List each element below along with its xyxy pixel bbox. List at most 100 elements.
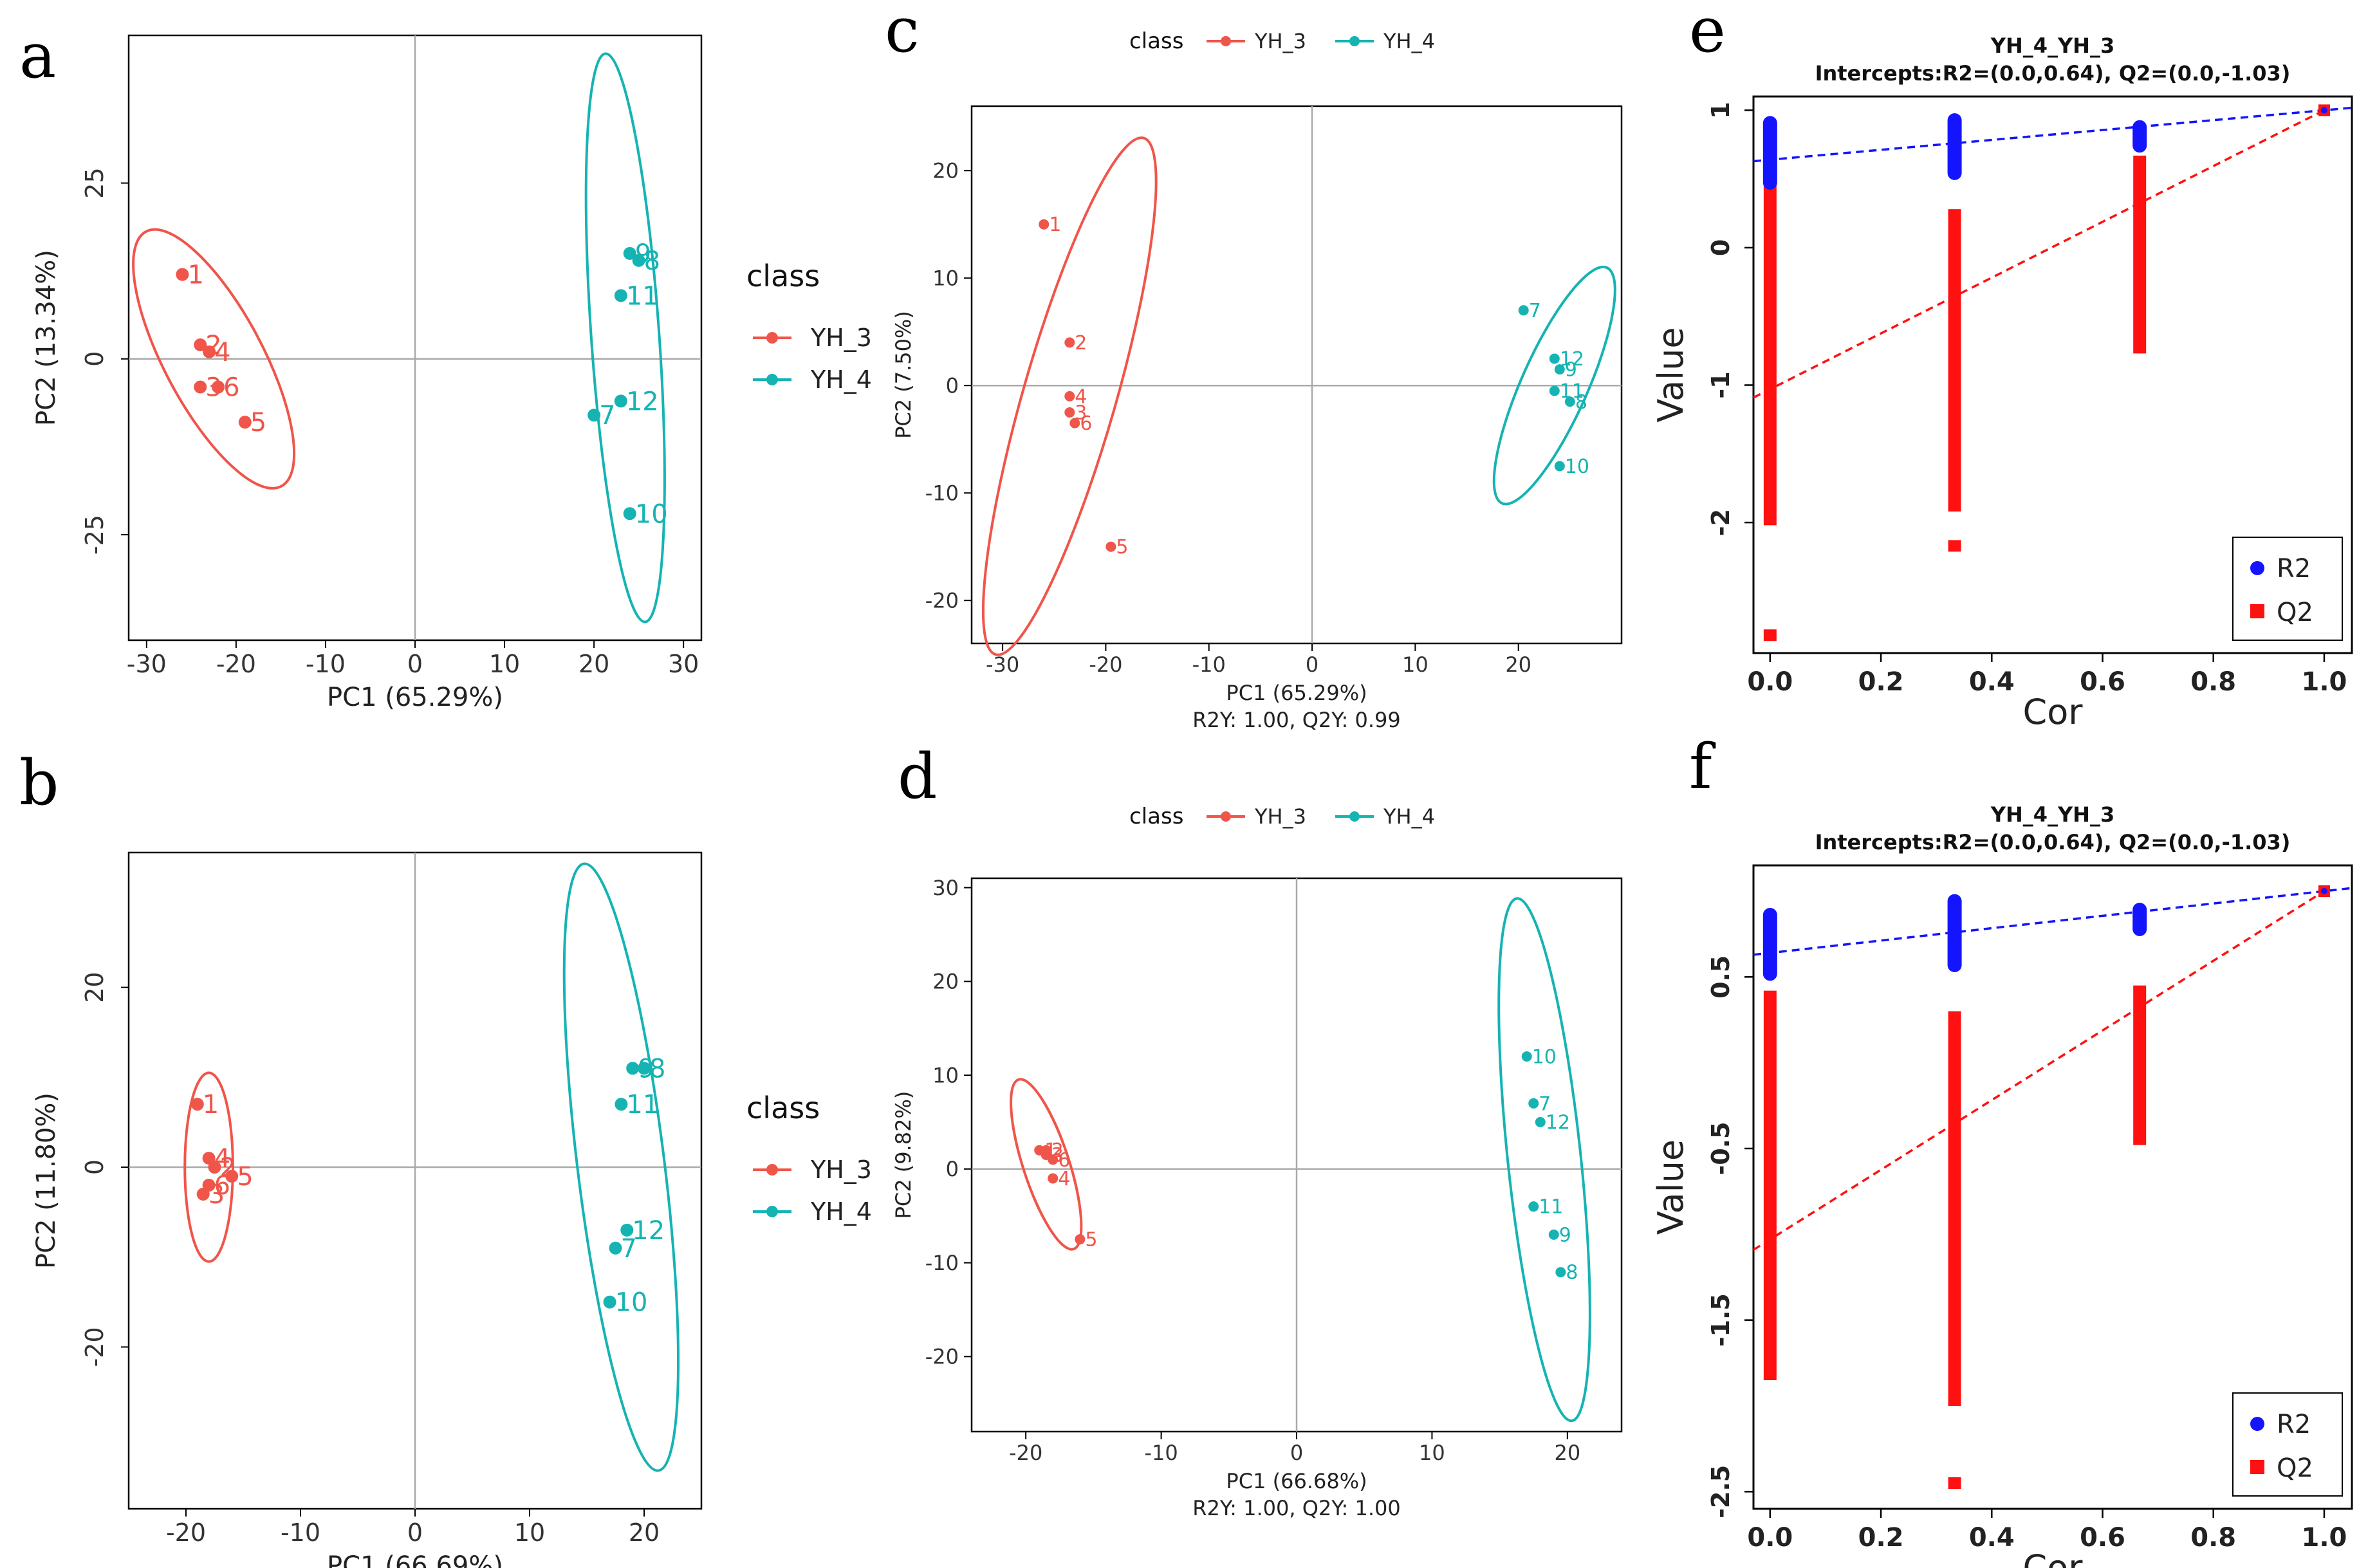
confidence-ellipse-yh3 (132, 228, 296, 490)
sample-label: 8 (644, 246, 660, 276)
sample-label: 7 (621, 1234, 637, 1264)
y-tick-label: -20 (925, 1345, 959, 1369)
x-axis-label: PC1 (66.68%) (1226, 1469, 1367, 1493)
legend: class YH_3 YH_4 (746, 1091, 872, 1226)
x-tick-label: 0.8 (2190, 1523, 2236, 1553)
x-tick-label: -10 (281, 1518, 320, 1547)
q2-permutation-column (1948, 1011, 1961, 1406)
x-tick-label: 10 (489, 650, 520, 678)
sample-point (1554, 461, 1565, 472)
x-tick-label: -20 (1009, 1441, 1042, 1465)
legend-marker (1221, 36, 1231, 46)
r2-permutation-column (1762, 116, 1777, 190)
q2-permutation-column (1763, 990, 1777, 1380)
sample-point (620, 1223, 634, 1237)
sample-label: 6 (223, 373, 239, 403)
legend-marker (766, 1206, 778, 1217)
y-tick-label: -1.5 (1706, 1293, 1735, 1347)
sample-point (1555, 1267, 1566, 1278)
sample-point (1521, 1051, 1532, 1062)
oplsda-chart-d: -20 -10 0 10 20 -20 -10 0 10 20 30 PC1 (66.68%) PC2 … (891, 804, 1623, 1520)
sample-point (1548, 1229, 1559, 1240)
sample-point (1064, 407, 1075, 418)
sample-label: 8 (1566, 1262, 1578, 1284)
y-axis-label: Value (1651, 327, 1691, 422)
x-tick-label: -30 (986, 652, 1019, 677)
sample-label: 7 (1529, 300, 1541, 322)
sample-point (614, 394, 627, 408)
legend-label-r2: R2 (2277, 554, 2311, 584)
x-tick-label: 30 (668, 650, 699, 678)
x-axis-label: Cor (2023, 692, 2084, 732)
sample-point (632, 254, 645, 267)
chart-title: YH_4_YH_3 (1990, 33, 2114, 58)
model-stats-label: R2Y: 1.00, Q2Y: 0.99 (1192, 708, 1400, 732)
r2-permutation-column (2132, 903, 2147, 936)
confidence-ellipse-yh3 (981, 136, 1158, 656)
legend-marker (1221, 811, 1231, 822)
legend-marker-r2 (2250, 561, 2264, 575)
confidence-ellipse-yh4 (1497, 897, 1591, 1423)
sample-label: 1 (1049, 214, 1061, 236)
x-tick-label: 10 (514, 1518, 545, 1547)
y-tick-label: 1 (1706, 102, 1735, 118)
y-tick-label: 20 (80, 972, 109, 1002)
legend-label: YH_3 (810, 1156, 872, 1184)
legend-label: YH_3 (1254, 29, 1306, 53)
panel-label-e: e (1689, 0, 1726, 66)
legend-label-q2: Q2 (2277, 598, 2313, 627)
sample-point (1064, 391, 1075, 401)
legend-marker (1349, 811, 1360, 822)
confidence-ellipse-yh4 (562, 862, 680, 1472)
sample-label: 8 (649, 1054, 665, 1084)
sample-point (1064, 337, 1075, 348)
sample-point (638, 1062, 651, 1075)
x-tick-label: 20 (629, 1518, 660, 1547)
plot-frame (970, 105, 1623, 645)
sample-point (615, 1098, 628, 1111)
y-axis-label: PC2 (11.80%) (32, 1093, 61, 1269)
sample-point (1075, 1234, 1086, 1245)
r2-permutation-column (1762, 908, 1777, 981)
chart-subtitle: Intercepts:R2=(0.0,0.64), Q2=(0.0,-1.03) (1815, 61, 2291, 86)
x-tick-label: 0.6 (2080, 1523, 2125, 1553)
sample-point (1528, 1201, 1539, 1212)
r2-permutation-column (1947, 113, 1962, 180)
q2-permutation-point (1948, 1477, 1961, 1489)
legend-marker (766, 1164, 778, 1176)
y-tick-label: 25 (80, 167, 109, 198)
x-tick-label: 20 (1554, 1441, 1580, 1465)
sample-point (603, 1295, 616, 1309)
q2-permutation-point (1948, 540, 1961, 552)
panel-label-d: d (898, 741, 937, 813)
x-tick-label: 0.4 (1969, 1523, 2015, 1553)
sample-point (626, 1062, 640, 1075)
sample-label: 5 (1116, 536, 1128, 558)
legend-marker (766, 332, 778, 344)
x-tick-label: 0 (1306, 652, 1318, 677)
y-tick-label: -2 (1706, 509, 1735, 536)
sample-label: 3 (1075, 401, 1087, 424)
sample-point (1535, 1116, 1546, 1127)
sample-point (1564, 396, 1575, 407)
x-tick-label: 0.2 (1858, 667, 1904, 697)
sample-point (194, 380, 207, 394)
legend-title: class (1129, 804, 1183, 829)
y-tick-label: -25 (80, 515, 109, 555)
confidence-ellipse-yh3 (183, 1071, 234, 1263)
permutation-chart-f: YH_4_YH_3 Intercepts:R2=(0.0,0.64), Q2=(0… (1651, 802, 2353, 1568)
legend-marker (1349, 36, 1360, 46)
sample-point (609, 1241, 622, 1255)
sample-label: 9 (1559, 1224, 1571, 1246)
x-tick-label: 0.0 (1747, 1523, 1793, 1553)
sample-label: 6 (1058, 1149, 1070, 1172)
y-tick-label: -20 (925, 588, 959, 613)
r2-regression-line (1753, 106, 2353, 163)
sample-label: 12 (632, 1216, 665, 1246)
r2-original-point (2320, 107, 2327, 114)
legend-box (2232, 1392, 2343, 1497)
y-tick-label: -1 (1706, 371, 1735, 398)
sample-label: 8 (1575, 391, 1587, 414)
